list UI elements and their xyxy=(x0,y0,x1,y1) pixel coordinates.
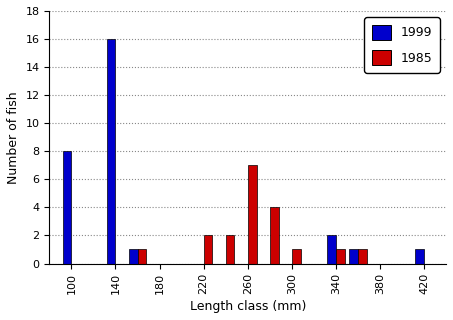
Bar xyxy=(270,207,279,264)
Bar xyxy=(292,250,301,264)
Bar xyxy=(138,250,146,264)
Bar xyxy=(203,236,212,264)
X-axis label: Length class (mm): Length class (mm) xyxy=(189,300,306,313)
Bar xyxy=(226,236,235,264)
Legend: 1999, 1985: 1999, 1985 xyxy=(364,17,440,73)
Bar xyxy=(358,250,367,264)
Bar xyxy=(327,236,336,264)
Bar xyxy=(63,151,72,264)
Bar xyxy=(129,250,138,264)
Bar xyxy=(349,250,358,264)
Bar xyxy=(336,250,345,264)
Bar xyxy=(106,39,116,264)
Bar xyxy=(415,250,424,264)
Y-axis label: Number of fish: Number of fish xyxy=(7,91,20,184)
Bar xyxy=(248,165,256,264)
